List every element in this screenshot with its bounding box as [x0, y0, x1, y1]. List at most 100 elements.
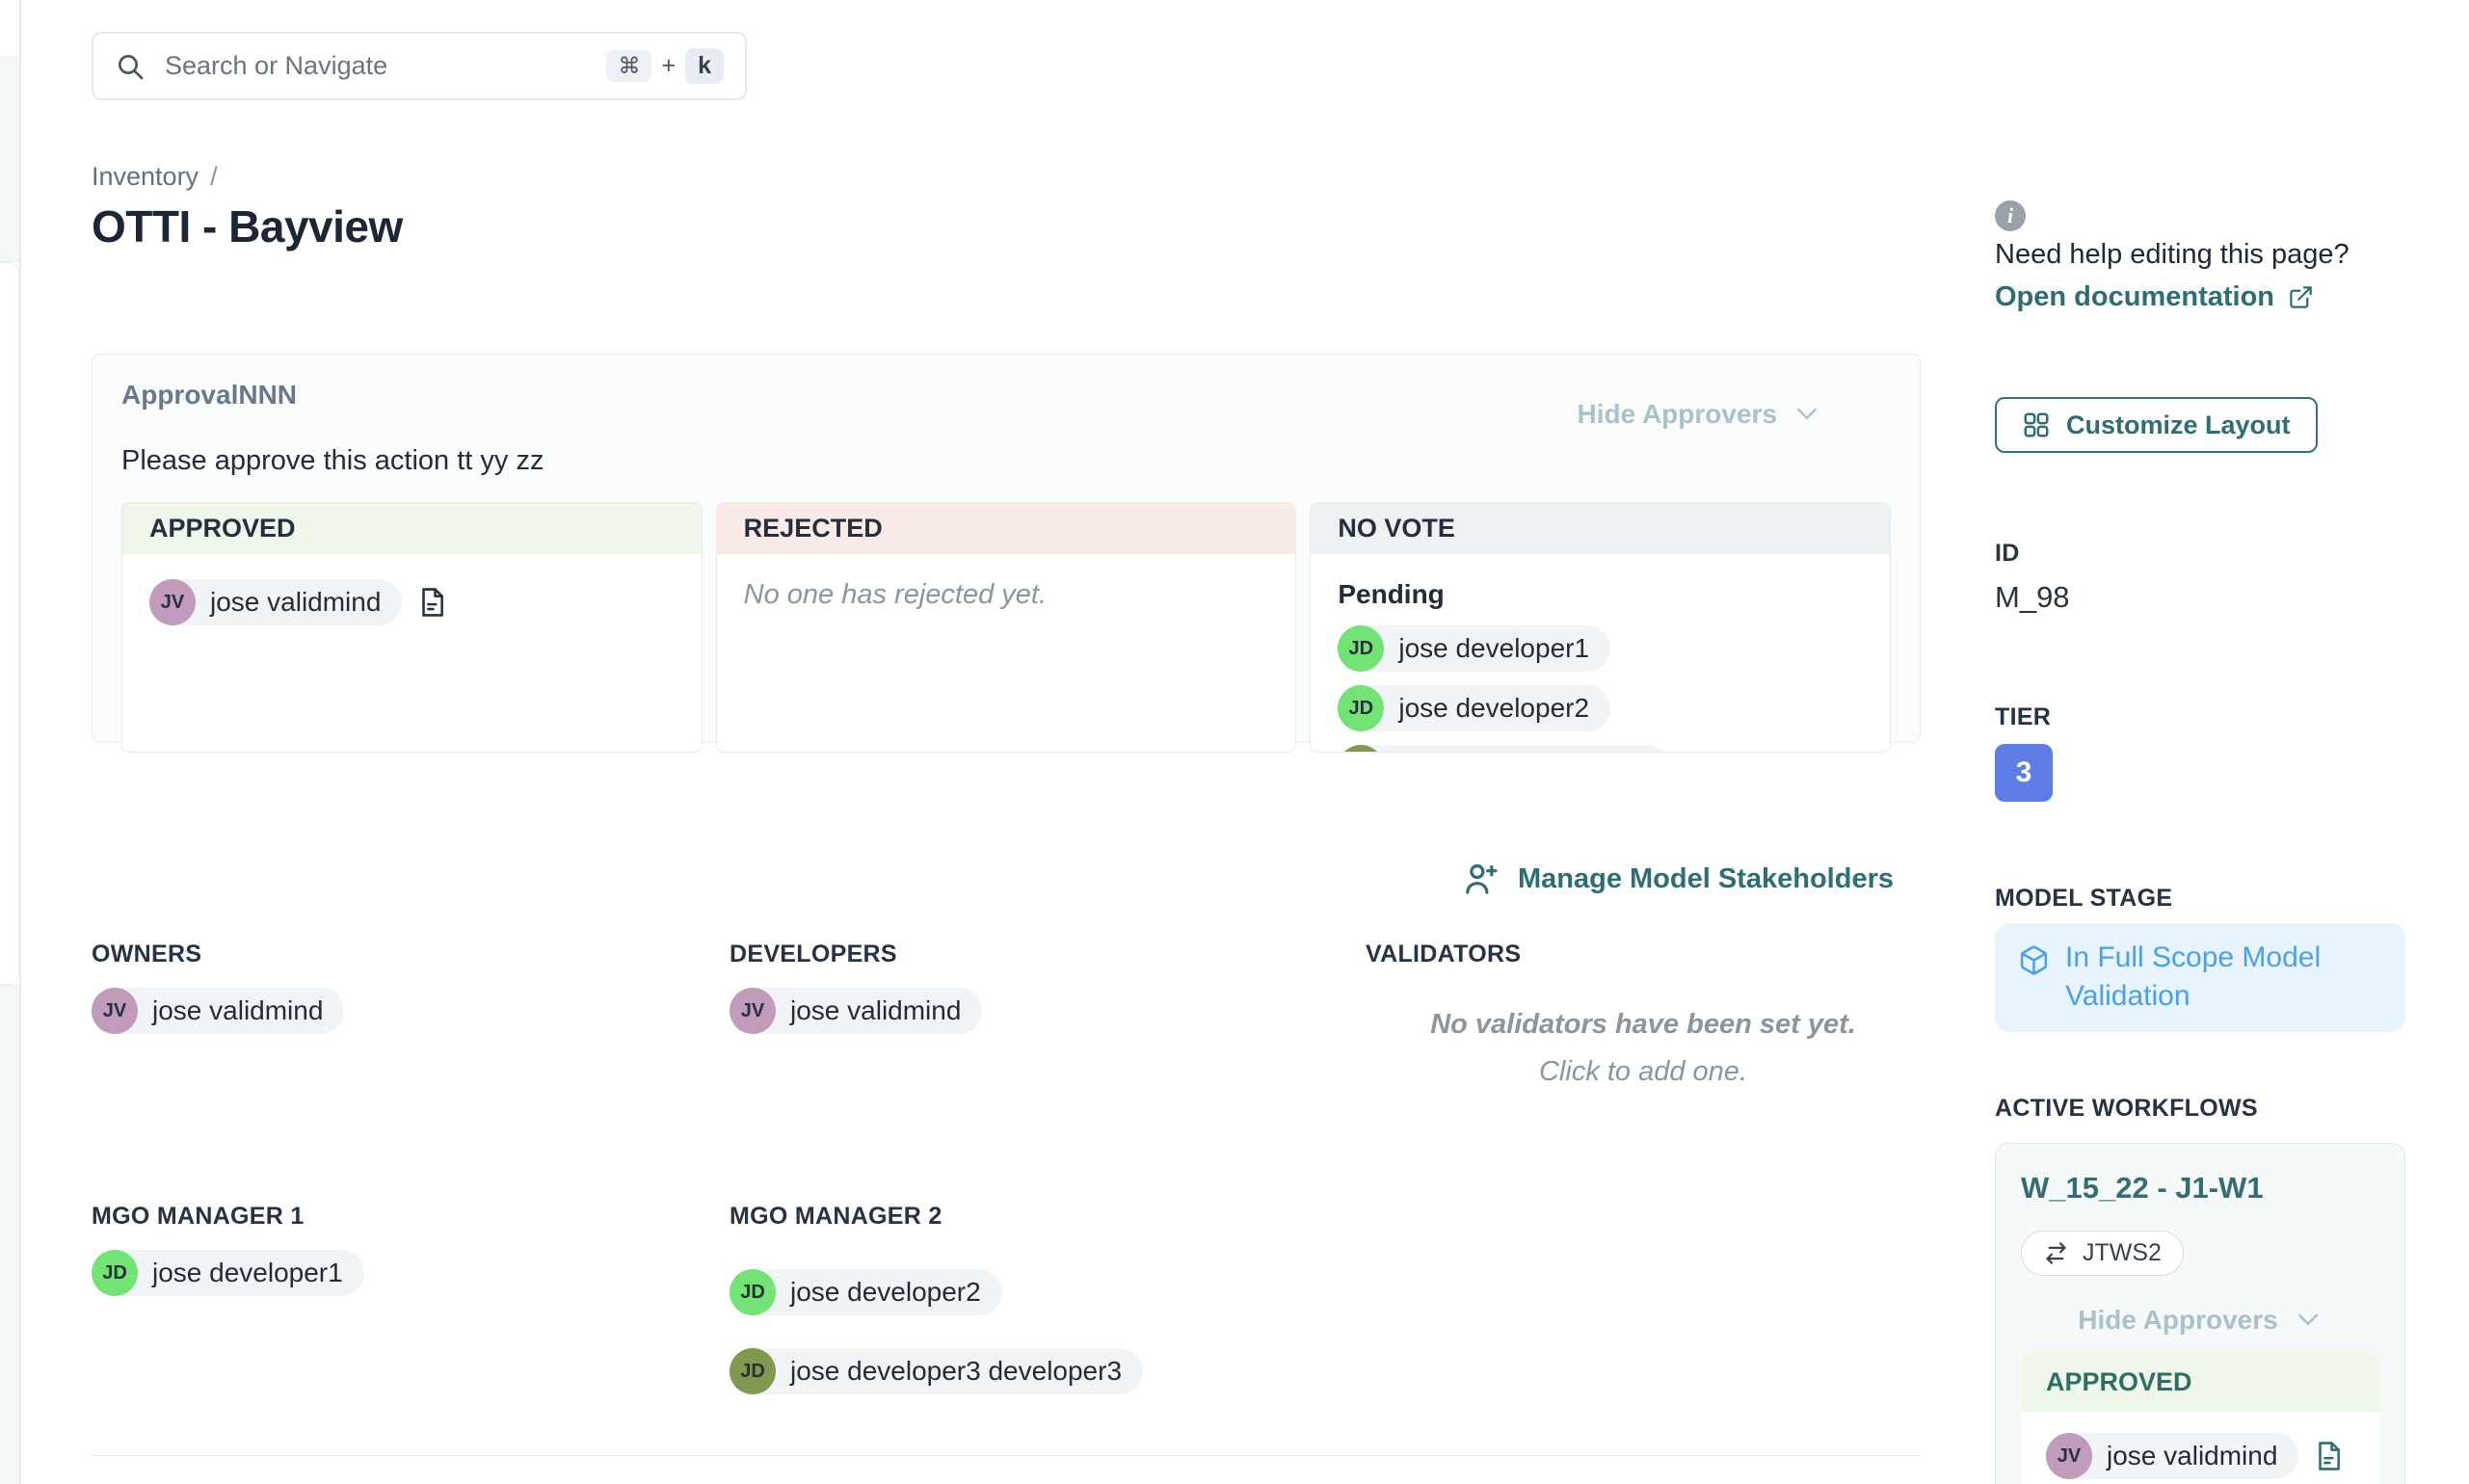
mgo-manager-2-chip[interactable]: JD jose developer2 — [730, 1269, 1002, 1315]
approved-column: APPROVED JV jose validmind — [121, 502, 703, 753]
avatar: JD — [730, 1348, 776, 1394]
mgo-manager-2-name: jose developer2 — [790, 1277, 981, 1307]
chevron-down-icon — [2297, 1313, 2318, 1325]
command-key-icon: ⌘ — [606, 50, 652, 82]
hide-approvers-toggle[interactable]: Hide Approvers — [1578, 399, 1821, 430]
pending-label: Pending — [1338, 579, 1445, 609]
breadcrumb-separator: / — [210, 162, 218, 191]
mgo-manager-2-name: jose developer3 developer3 — [790, 1356, 1123, 1386]
workflow-approver-name: jose validmind — [2107, 1441, 2278, 1471]
avatar: JV — [149, 579, 196, 625]
approval-subtitle: Please approve this action tt yy zz — [121, 445, 544, 476]
approved-column-header: APPROVED — [122, 503, 702, 554]
info-icon: i — [1995, 200, 2026, 231]
mgo-manager-2-label: MGO MANAGER 2 — [730, 1203, 942, 1230]
model-stage-label: MODEL STAGE — [1995, 885, 2173, 912]
page-title: OTTI - Bayview — [92, 201, 403, 252]
model-stage-badge[interactable]: In Full Scope Model Validation — [1995, 923, 2405, 1033]
left-rail-segment — [0, 56, 19, 262]
owner-chip[interactable]: JV jose validmind — [92, 988, 345, 1034]
layout-grid-icon — [2024, 412, 2049, 437]
developers-label: DEVELOPERS — [730, 941, 897, 967]
mgo-manager-1-label: MGO MANAGER 1 — [92, 1203, 305, 1230]
avatar: JD — [1338, 625, 1385, 672]
tier-badge[interactable]: 3 — [1995, 744, 2053, 802]
open-documentation-link[interactable]: Open documentation — [1995, 281, 2314, 313]
approver-chip[interactable]: JV jose validmind — [149, 579, 403, 625]
avatar: JD — [92, 1250, 138, 1296]
k-key: k — [685, 48, 724, 84]
pending-approver-chip[interactable]: JD jose developer1 — [1338, 625, 1611, 672]
developer-chip[interactable]: JV jose validmind — [730, 988, 983, 1034]
open-documentation-label: Open documentation — [1995, 281, 2274, 312]
workflow-card: W_15_22 - J1-W1 JTWS2 Hide Approvers APP… — [1995, 1143, 2405, 1484]
mgo-manager-2-chip[interactable]: JD jose developer3 developer3 — [730, 1348, 1144, 1394]
breadcrumb: Inventory / — [92, 162, 218, 192]
approver-name: jose validmind — [210, 587, 382, 617]
help-question: Need help editing this page? — [1995, 239, 2350, 270]
section-divider — [92, 1455, 1921, 1456]
workflow-hide-approvers-toggle[interactable]: Hide Approvers — [2021, 1305, 2379, 1336]
external-link-icon — [2290, 286, 2312, 308]
owners-label: OWNERS — [92, 941, 202, 967]
left-rail-segment — [0, 985, 19, 1484]
workflow-approver-chip[interactable]: JV jose validmind — [2046, 1433, 2299, 1479]
developer-name: jose validmind — [790, 995, 962, 1025]
collapsed-left-sidebar — [0, 0, 21, 1484]
approval-note-icon[interactable] — [2312, 1440, 2345, 1472]
validators-field[interactable]: VALIDATORS No validators have been set y… — [1366, 941, 1921, 1088]
owners-field: OWNERS JV jose validmind — [92, 941, 345, 1034]
main-content: Search or Navigate ⌘ + k Inventory / OTTI… — [92, 0, 1921, 1484]
rejected-column-header: REJECTED — [716, 503, 1296, 554]
approval-note-icon[interactable] — [415, 586, 448, 619]
approval-title: ApprovalNNN — [121, 380, 298, 410]
active-workflows-label: ACTIVE WORKFLOWS — [1995, 1095, 2258, 1122]
validators-add-hint[interactable]: Click to add one. — [1538, 1056, 1747, 1087]
mgo-manager-2-field: MGO MANAGER 2 JD jose developer2 JD jose… — [730, 1203, 1144, 1394]
avatar: JV — [92, 988, 138, 1034]
workflow-status-badge[interactable]: JTWS2 — [2021, 1231, 2184, 1276]
chevron-down-icon — [1797, 408, 1817, 419]
id-label: ID — [1995, 540, 2020, 567]
avatar: JV — [2046, 1433, 2092, 1479]
workflow-title-link[interactable]: W_15_22 - J1-W1 — [2021, 1171, 2264, 1205]
mgo-manager-1-name: jose developer1 — [152, 1258, 343, 1287]
rejected-column: REJECTED No one has rejected yet. — [715, 502, 1297, 753]
avatar: JD — [1338, 745, 1385, 752]
hide-approvers-label: Hide Approvers — [1577, 399, 1777, 429]
workflow-approved-panel: APPROVED JV jose validmind — [2021, 1353, 2379, 1484]
avatar: JV — [730, 988, 776, 1034]
model-stage-value: In Full Scope Model Validation — [2065, 941, 2322, 1012]
no-vote-column-header: NO VOTE — [1311, 503, 1891, 554]
manage-model-stakeholders-label: Manage Model Stakeholders — [1518, 862, 1894, 894]
cube-icon — [2020, 945, 2048, 975]
tier-label: TIER — [1995, 703, 2052, 730]
search-input[interactable]: Search or Navigate ⌘ + k — [92, 32, 747, 100]
person-plus-icon — [1466, 863, 1498, 894]
no-vote-column: NO VOTE Pending JD jose developer1 JD jo… — [1310, 502, 1892, 753]
mgo-manager-1-chip[interactable]: JD jose developer1 — [92, 1250, 364, 1296]
search-icon — [119, 54, 144, 79]
details-sidebar: i Need help editing this page? Open docu… — [1995, 0, 2405, 1484]
id-value: M_98 — [1995, 580, 2070, 614]
rejected-empty-text: No one has rejected yet. — [743, 579, 1048, 610]
swap-arrows-icon — [2046, 1242, 2066, 1264]
workflow-approved-header: APPROVED — [2021, 1353, 2379, 1412]
customize-layout-button[interactable]: Customize Layout — [1995, 397, 2318, 453]
avatar: JD — [730, 1269, 776, 1315]
owner-name: jose validmind — [152, 995, 324, 1025]
breadcrumb-inventory-link[interactable]: Inventory — [92, 162, 199, 191]
workflow-hide-approvers-label: Hide Approvers — [2078, 1305, 2278, 1335]
avatar: JD — [1338, 685, 1385, 731]
search-placeholder: Search or Navigate — [165, 51, 388, 80]
pending-approver-chip[interactable]: JD jose developer3 de... — [1338, 745, 1671, 752]
pending-approver-chip[interactable]: JD jose developer2 — [1338, 685, 1611, 731]
manage-model-stakeholders-button[interactable]: Manage Model Stakeholders — [1462, 860, 1894, 898]
shortcut-plus: + — [661, 52, 677, 79]
mgo-manager-1-field: MGO MANAGER 1 JD jose developer1 — [92, 1203, 364, 1296]
customize-layout-label: Customize Layout — [2066, 410, 2291, 439]
pending-approver-name: jose developer2 — [1398, 693, 1590, 723]
workflow-status-label: JTWS2 — [2083, 1239, 2162, 1266]
validators-empty-text: No validators have been set yet. — [1430, 1009, 1856, 1040]
